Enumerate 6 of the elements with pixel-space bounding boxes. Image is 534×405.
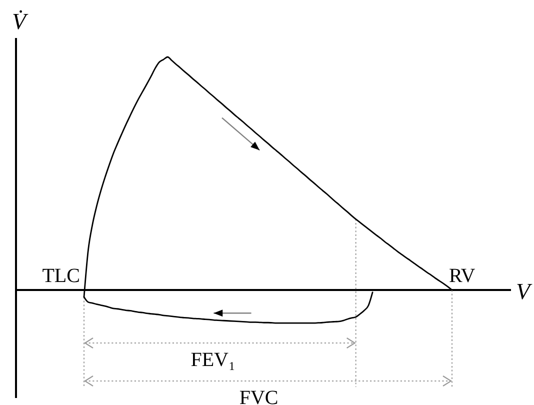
annotation: RV <box>449 265 476 287</box>
text: FVC <box>239 387 278 405</box>
text: FEV₁ <box>190 349 236 371</box>
y-axis-title: V̇ <box>12 9 29 34</box>
text: TLC <box>42 265 80 287</box>
x-axis-title: V <box>516 279 533 304</box>
